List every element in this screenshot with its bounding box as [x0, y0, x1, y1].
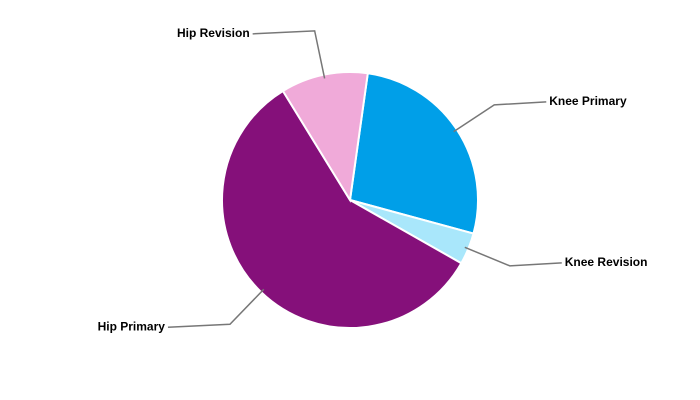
leader-line: [252, 30, 326, 79]
slice-label: Knee Revision: [565, 255, 648, 269]
slice-label: Hip Revision: [177, 26, 250, 40]
leader-line: [464, 246, 562, 267]
slice-label: Hip Primary: [98, 319, 166, 333]
leader-line: [453, 101, 547, 133]
slice-label: Knee Primary: [549, 94, 627, 108]
leader-line: [167, 288, 265, 329]
